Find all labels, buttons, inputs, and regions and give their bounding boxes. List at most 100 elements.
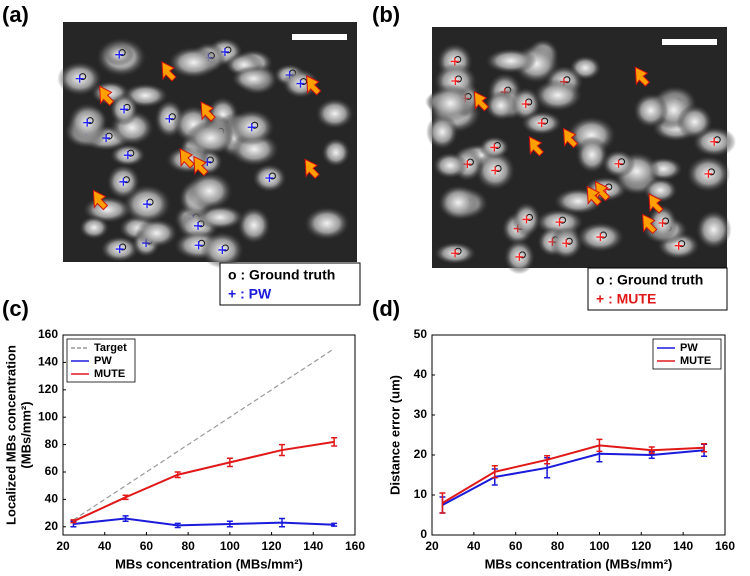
detection — [296, 79, 305, 88]
detection — [596, 233, 605, 242]
error-bar — [701, 443, 708, 453]
x-tick-label: 160 — [345, 539, 365, 553]
panel-label: (a) — [2, 2, 29, 27]
detection — [247, 123, 256, 132]
y-tick-label: 160 — [38, 327, 58, 341]
legend-text: + : PW — [228, 286, 272, 302]
y-tick-label: 50 — [414, 327, 428, 341]
bubble-blob — [167, 46, 220, 79]
detection — [194, 221, 203, 230]
detection — [119, 177, 128, 186]
error-bar — [648, 446, 655, 455]
error-bar — [331, 522, 338, 527]
legend-box — [587, 267, 728, 311]
x-tick-label: 140 — [673, 539, 693, 553]
x-tick-label: 160 — [715, 539, 735, 553]
detection — [704, 169, 713, 178]
detection — [265, 174, 274, 183]
bubble-blob — [186, 120, 236, 156]
bubble-blob — [185, 171, 233, 211]
bubble-blob — [533, 78, 583, 112]
detection — [115, 50, 124, 59]
legend-label: MUTE — [94, 368, 125, 380]
legend-box — [652, 338, 722, 370]
y-axis-label: Distance error (um) — [387, 375, 402, 495]
series-line — [441, 449, 705, 506]
x-tick-label: 40 — [467, 539, 481, 553]
bubble-blob — [135, 218, 178, 248]
error-bar — [122, 494, 129, 501]
error-bar — [122, 515, 129, 523]
arrow — [179, 147, 195, 169]
series-line — [73, 517, 335, 527]
bubble-blob — [695, 209, 732, 250]
bubble-blob — [676, 104, 713, 140]
series-line — [73, 440, 335, 523]
detection — [83, 118, 92, 127]
arrow — [304, 158, 320, 180]
bubble-blob — [426, 114, 459, 150]
x-tick-label: 80 — [551, 539, 565, 553]
series-line — [73, 348, 335, 521]
legend-text: o : Ground truth — [228, 267, 335, 283]
error-bar — [331, 436, 338, 447]
bubble-blob — [321, 137, 351, 167]
error-bar — [70, 519, 77, 524]
legend-box — [219, 262, 361, 306]
panel-label: (c) — [2, 296, 29, 321]
legend-label: PW — [680, 342, 698, 354]
detection — [123, 151, 132, 160]
detection — [710, 137, 719, 146]
error-bar — [226, 457, 233, 468]
error-bar — [439, 492, 446, 514]
error-bar — [544, 455, 551, 465]
arrow — [586, 185, 602, 207]
x-tick-label: 40 — [98, 539, 112, 553]
detection — [194, 241, 203, 250]
detection — [490, 143, 499, 152]
detection — [555, 218, 564, 227]
arrow — [648, 193, 664, 214]
detection — [614, 159, 623, 168]
x-tick-label: 140 — [303, 539, 323, 553]
x-tick-label: 80 — [181, 539, 195, 553]
bubble-blob — [427, 84, 474, 123]
legend-label: MUTE — [680, 355, 711, 367]
x-axis-label: MBs concentration (MBs/mm²) — [115, 556, 303, 571]
bubble-blob — [485, 90, 517, 121]
arrow — [528, 136, 545, 157]
y-tick-label: 40 — [414, 367, 428, 381]
detection — [143, 200, 152, 209]
y-tick-label: 40 — [45, 492, 59, 506]
arrow — [92, 189, 109, 211]
legend-text: + : MUTE — [596, 291, 656, 307]
detection — [115, 245, 124, 254]
error-bar — [596, 438, 603, 453]
bubble-blob — [432, 152, 468, 179]
x-tick-label: 120 — [262, 539, 282, 553]
ultrasound-image — [57, 22, 357, 269]
scale-bar — [662, 39, 717, 45]
chart: 20 40 60 80 100 120 140 160 0 10 20 30 40 50 MBs conce… — [387, 327, 735, 571]
legend-label: PW — [94, 355, 112, 367]
y-tick-label: 20 — [45, 519, 59, 533]
error-bar — [491, 465, 498, 479]
y-tick-label: 0 — [420, 527, 427, 541]
x-tick-label: 100 — [220, 539, 240, 553]
y-axis-label: (MBs/mm²) — [18, 401, 33, 468]
x-tick-label: 20 — [56, 539, 70, 553]
detection — [120, 105, 129, 114]
bubble-blob — [437, 184, 479, 221]
error-bar — [174, 522, 181, 529]
arrow — [99, 85, 115, 107]
bubble-blob — [315, 98, 354, 130]
series-line — [441, 444, 705, 504]
y-tick-label: 140 — [38, 355, 58, 369]
arrow — [193, 155, 209, 177]
bubble-blob — [231, 66, 276, 92]
detection — [75, 74, 84, 83]
bubble-blob — [237, 206, 271, 244]
detection — [218, 245, 227, 254]
arrow — [161, 61, 177, 82]
